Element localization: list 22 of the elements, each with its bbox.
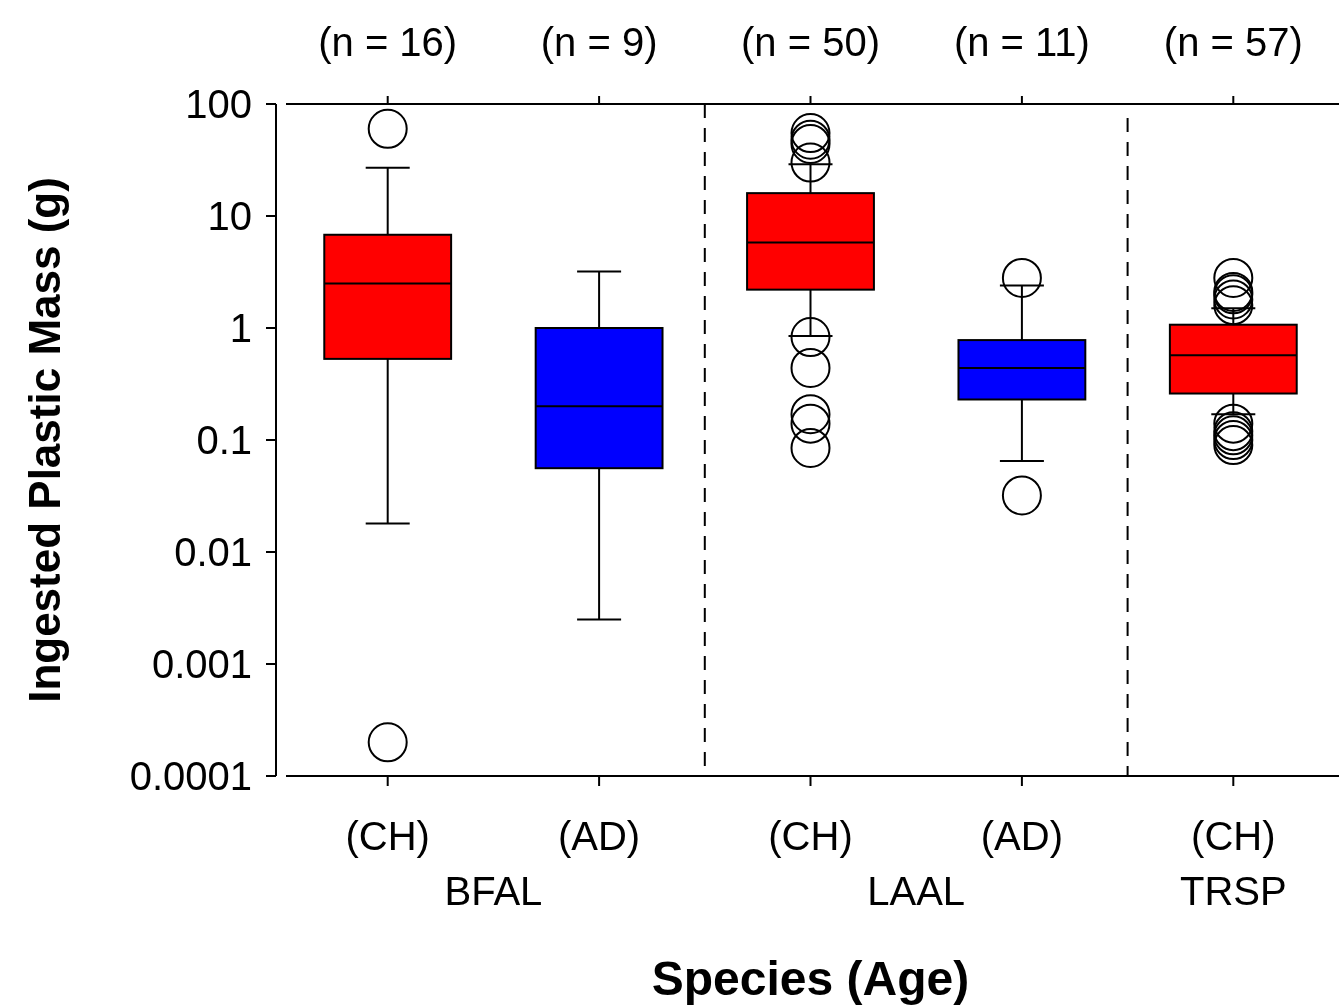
text: LAAL — [867, 869, 966, 913]
y-tick-label: 10 — [207, 194, 252, 238]
text: BFAL — [444, 869, 543, 913]
x-tick-label: (AD) — [980, 814, 1064, 858]
x-tick-label: (CH) — [768, 814, 853, 858]
y-tick-label: 100 — [185, 82, 252, 126]
y-tick-label: 1 — [229, 306, 252, 350]
y-axis-title: Ingested Plastic Mass (g) — [20, 177, 69, 703]
x-axis-title: Species (Age) — [651, 952, 970, 1005]
text: TRSP — [1179, 869, 1287, 913]
text: (n = 50) — [741, 20, 880, 64]
x-tick-label: (AD) — [557, 814, 641, 858]
text: (n = 11) — [953, 20, 1090, 64]
y-tick-label: 0.001 — [151, 642, 252, 686]
text: (n = 57) — [1163, 20, 1303, 64]
y-tick-label: 0.01 — [174, 530, 252, 574]
y-tick-label: 0.1 — [196, 418, 252, 462]
text: (n = 16) — [318, 20, 458, 64]
y-tick-label: 0.0001 — [129, 754, 252, 798]
x-tick-label: (CH) — [1191, 814, 1276, 858]
x-tick-label: (CH) — [345, 814, 430, 858]
text: (n = 9) — [540, 20, 658, 64]
